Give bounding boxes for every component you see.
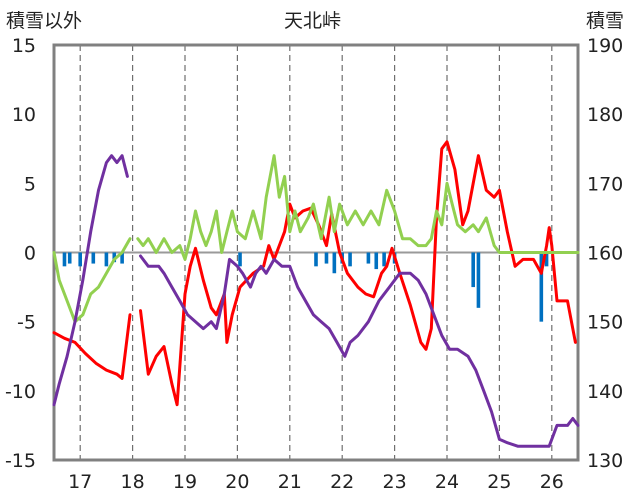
right-tick-label: 150 <box>587 312 623 334</box>
left-tick-label: -10 <box>5 381 36 403</box>
chart-title: 天北峠 <box>284 10 342 32</box>
x-tick-label: 26 <box>540 471 564 493</box>
bar <box>91 252 96 264</box>
vertical-gridlines <box>79 45 553 460</box>
line-series <box>52 140 580 448</box>
bar <box>382 252 386 267</box>
left-axis-label: 積雪以外 <box>6 10 83 32</box>
right-tick-label: 160 <box>587 243 623 265</box>
x-tick-label: 22 <box>330 471 354 493</box>
bar <box>104 252 109 267</box>
bar <box>62 252 67 267</box>
right-axis-label: 積雪 <box>586 10 625 32</box>
bar <box>539 252 544 322</box>
right-tick-label: 180 <box>587 104 623 126</box>
left-tick-label: 0 <box>24 243 36 265</box>
left-tick-label: 10 <box>12 104 36 126</box>
left-tick-label: -5 <box>17 312 36 334</box>
left-axis-ticks: 15 10 5 0 -5 -10 -15 <box>5 35 36 472</box>
right-tick-label: 130 <box>587 450 623 472</box>
bar <box>471 252 475 288</box>
x-tick-label: 20 <box>225 471 249 493</box>
x-tick-label: 23 <box>383 471 407 493</box>
left-tick-label: 15 <box>12 35 36 57</box>
x-tick-label: 21 <box>278 471 302 493</box>
x-tick-label: 19 <box>173 471 197 493</box>
bar-series <box>62 252 549 322</box>
bar <box>324 252 329 264</box>
left-tick-label: -15 <box>5 450 36 472</box>
series-line-purple <box>52 154 580 448</box>
bar <box>374 252 379 270</box>
right-tick-label: 140 <box>587 381 623 403</box>
x-tick-label: 25 <box>487 471 511 493</box>
bar <box>78 252 82 267</box>
x-tick-label: 24 <box>435 471 459 493</box>
bar <box>314 252 318 267</box>
bar <box>544 252 549 267</box>
bar <box>120 252 124 264</box>
bar <box>476 252 481 308</box>
bar <box>366 252 371 264</box>
x-tick-label: 18 <box>121 471 145 493</box>
right-tick-label: 170 <box>587 173 623 195</box>
bar <box>238 252 242 267</box>
series-line-green <box>52 154 580 324</box>
bar <box>67 252 72 264</box>
bar <box>112 252 117 263</box>
x-axis-ticks: 17 18 19 20 21 22 23 24 25 26 <box>68 471 564 493</box>
bar <box>332 252 337 274</box>
right-tick-label: 190 <box>587 35 623 57</box>
left-tick-label: 5 <box>24 173 36 195</box>
x-tick-label: 17 <box>68 471 92 493</box>
right-axis-ticks: 190 180 170 160 150 140 130 <box>587 35 623 472</box>
bar <box>348 252 352 267</box>
